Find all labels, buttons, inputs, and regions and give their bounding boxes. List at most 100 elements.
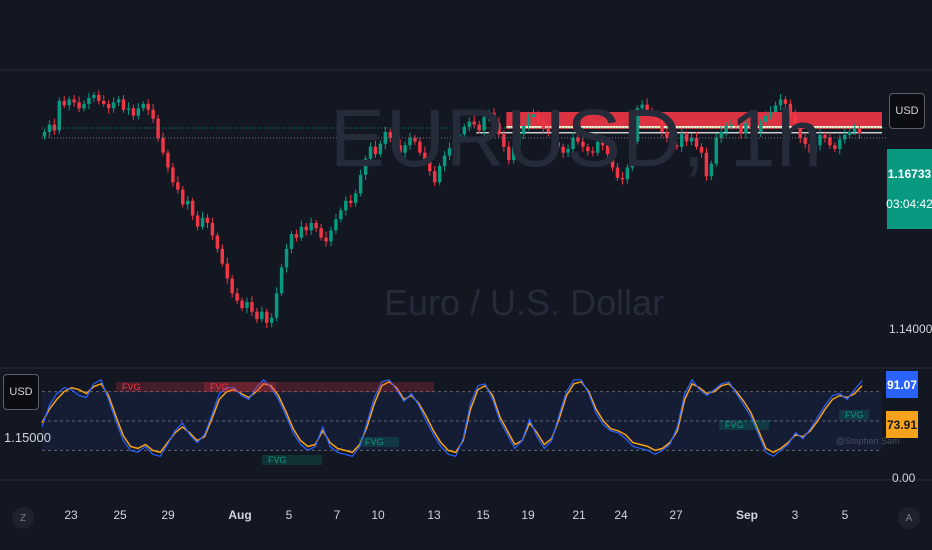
liquidity-zone	[506, 111, 882, 129]
last-price-value: 1.16733	[887, 167, 932, 181]
candle-body	[319, 228, 323, 238]
candle-body	[171, 167, 175, 183]
candle-body	[235, 293, 239, 301]
candle-body	[309, 222, 313, 231]
candle-body	[754, 129, 758, 132]
candle-body	[536, 114, 541, 121]
candle-body	[591, 151, 595, 153]
candle-body	[793, 115, 798, 127]
candle-body	[625, 167, 630, 180]
candle-body	[788, 103, 793, 116]
candle-body	[803, 137, 807, 144]
candle-body	[660, 119, 664, 132]
candle-body	[699, 146, 704, 153]
candle-body	[615, 167, 620, 178]
x-tick-label: Sep	[736, 508, 758, 522]
candle-body	[842, 134, 847, 140]
candle-body	[497, 123, 501, 135]
candle-body	[230, 278, 234, 294]
candle-body	[250, 302, 254, 312]
candle-body	[269, 317, 274, 323]
candle-body	[111, 102, 116, 109]
candle-body	[833, 145, 837, 149]
candle-body	[97, 94, 101, 101]
x-tick-label: 5	[286, 508, 293, 522]
candle-body	[823, 134, 827, 138]
candle-body	[353, 193, 358, 203]
candle-body	[521, 126, 526, 135]
candle-body	[670, 137, 674, 146]
candle-body	[684, 134, 689, 142]
candle-body	[571, 137, 575, 149]
candle-body	[561, 146, 565, 153]
candle-body	[339, 210, 343, 220]
candle-body	[630, 141, 635, 168]
description-watermark: Euro / U.S. Dollar	[384, 282, 665, 323]
candle-body	[655, 115, 659, 120]
candle-body	[358, 174, 363, 194]
candle-body	[783, 99, 788, 104]
candle-body	[512, 146, 516, 161]
price-scale-label: 1.14000	[889, 322, 932, 336]
candle-body	[818, 134, 822, 146]
candle-body	[255, 311, 259, 320]
candle-body	[472, 121, 476, 125]
candle-body	[635, 108, 639, 142]
candle-body	[102, 100, 106, 104]
candle-body	[363, 158, 368, 175]
candle-body	[773, 105, 778, 112]
candle-body	[502, 134, 506, 147]
candle-body	[847, 131, 852, 135]
candle-body	[116, 99, 121, 103]
fvg-zone	[116, 382, 276, 392]
candle-body	[408, 137, 412, 146]
candle-body	[393, 137, 397, 146]
candle-body	[447, 148, 452, 156]
candle-body	[77, 102, 81, 109]
candle-body	[344, 200, 348, 211]
candle-body	[146, 103, 150, 110]
x-tick-label: 13	[427, 508, 441, 522]
candle-body	[581, 141, 585, 147]
candle-body	[739, 126, 743, 134]
candle-body	[665, 131, 669, 138]
candle-body	[828, 137, 832, 146]
indicator-currency-button[interactable]: USD	[3, 374, 39, 410]
candle-body	[857, 129, 862, 134]
fvg-label: FVG	[845, 410, 864, 420]
fvg-label: FVG	[725, 420, 744, 430]
candle-body	[675, 145, 679, 147]
candle-body	[413, 137, 417, 142]
candle-body	[852, 129, 857, 132]
candle-body	[477, 124, 481, 131]
price-currency-button[interactable]: USD	[889, 93, 925, 129]
zoom-icon[interactable]: Z	[12, 507, 34, 529]
liquidity-zone-line	[506, 126, 882, 129]
candle-body	[279, 267, 284, 294]
candle-body	[205, 217, 210, 223]
candle-body	[42, 131, 47, 137]
candle-body	[531, 114, 536, 118]
candle-body	[586, 146, 590, 152]
candle-body	[368, 146, 373, 159]
fvg-label: FVG	[268, 455, 287, 465]
candle-body	[225, 263, 229, 279]
candle-body	[324, 237, 328, 242]
candle-body	[181, 189, 185, 205]
x-tick-label: 15	[476, 508, 490, 522]
fvg-zone	[262, 455, 322, 465]
candle-body	[190, 200, 195, 216]
candle-body	[151, 109, 155, 119]
candle-body	[92, 94, 96, 98]
candle-body	[428, 160, 432, 172]
candle-body	[679, 134, 684, 147]
candle-body	[576, 137, 580, 142]
auto-scale-icon[interactable]: A	[898, 507, 920, 529]
candle-body	[200, 217, 205, 227]
x-tick-label: 19	[521, 508, 535, 522]
candle-body	[47, 124, 52, 132]
candle-body	[452, 139, 457, 149]
candle-body	[704, 152, 709, 177]
x-tick-label: 24	[614, 508, 628, 522]
